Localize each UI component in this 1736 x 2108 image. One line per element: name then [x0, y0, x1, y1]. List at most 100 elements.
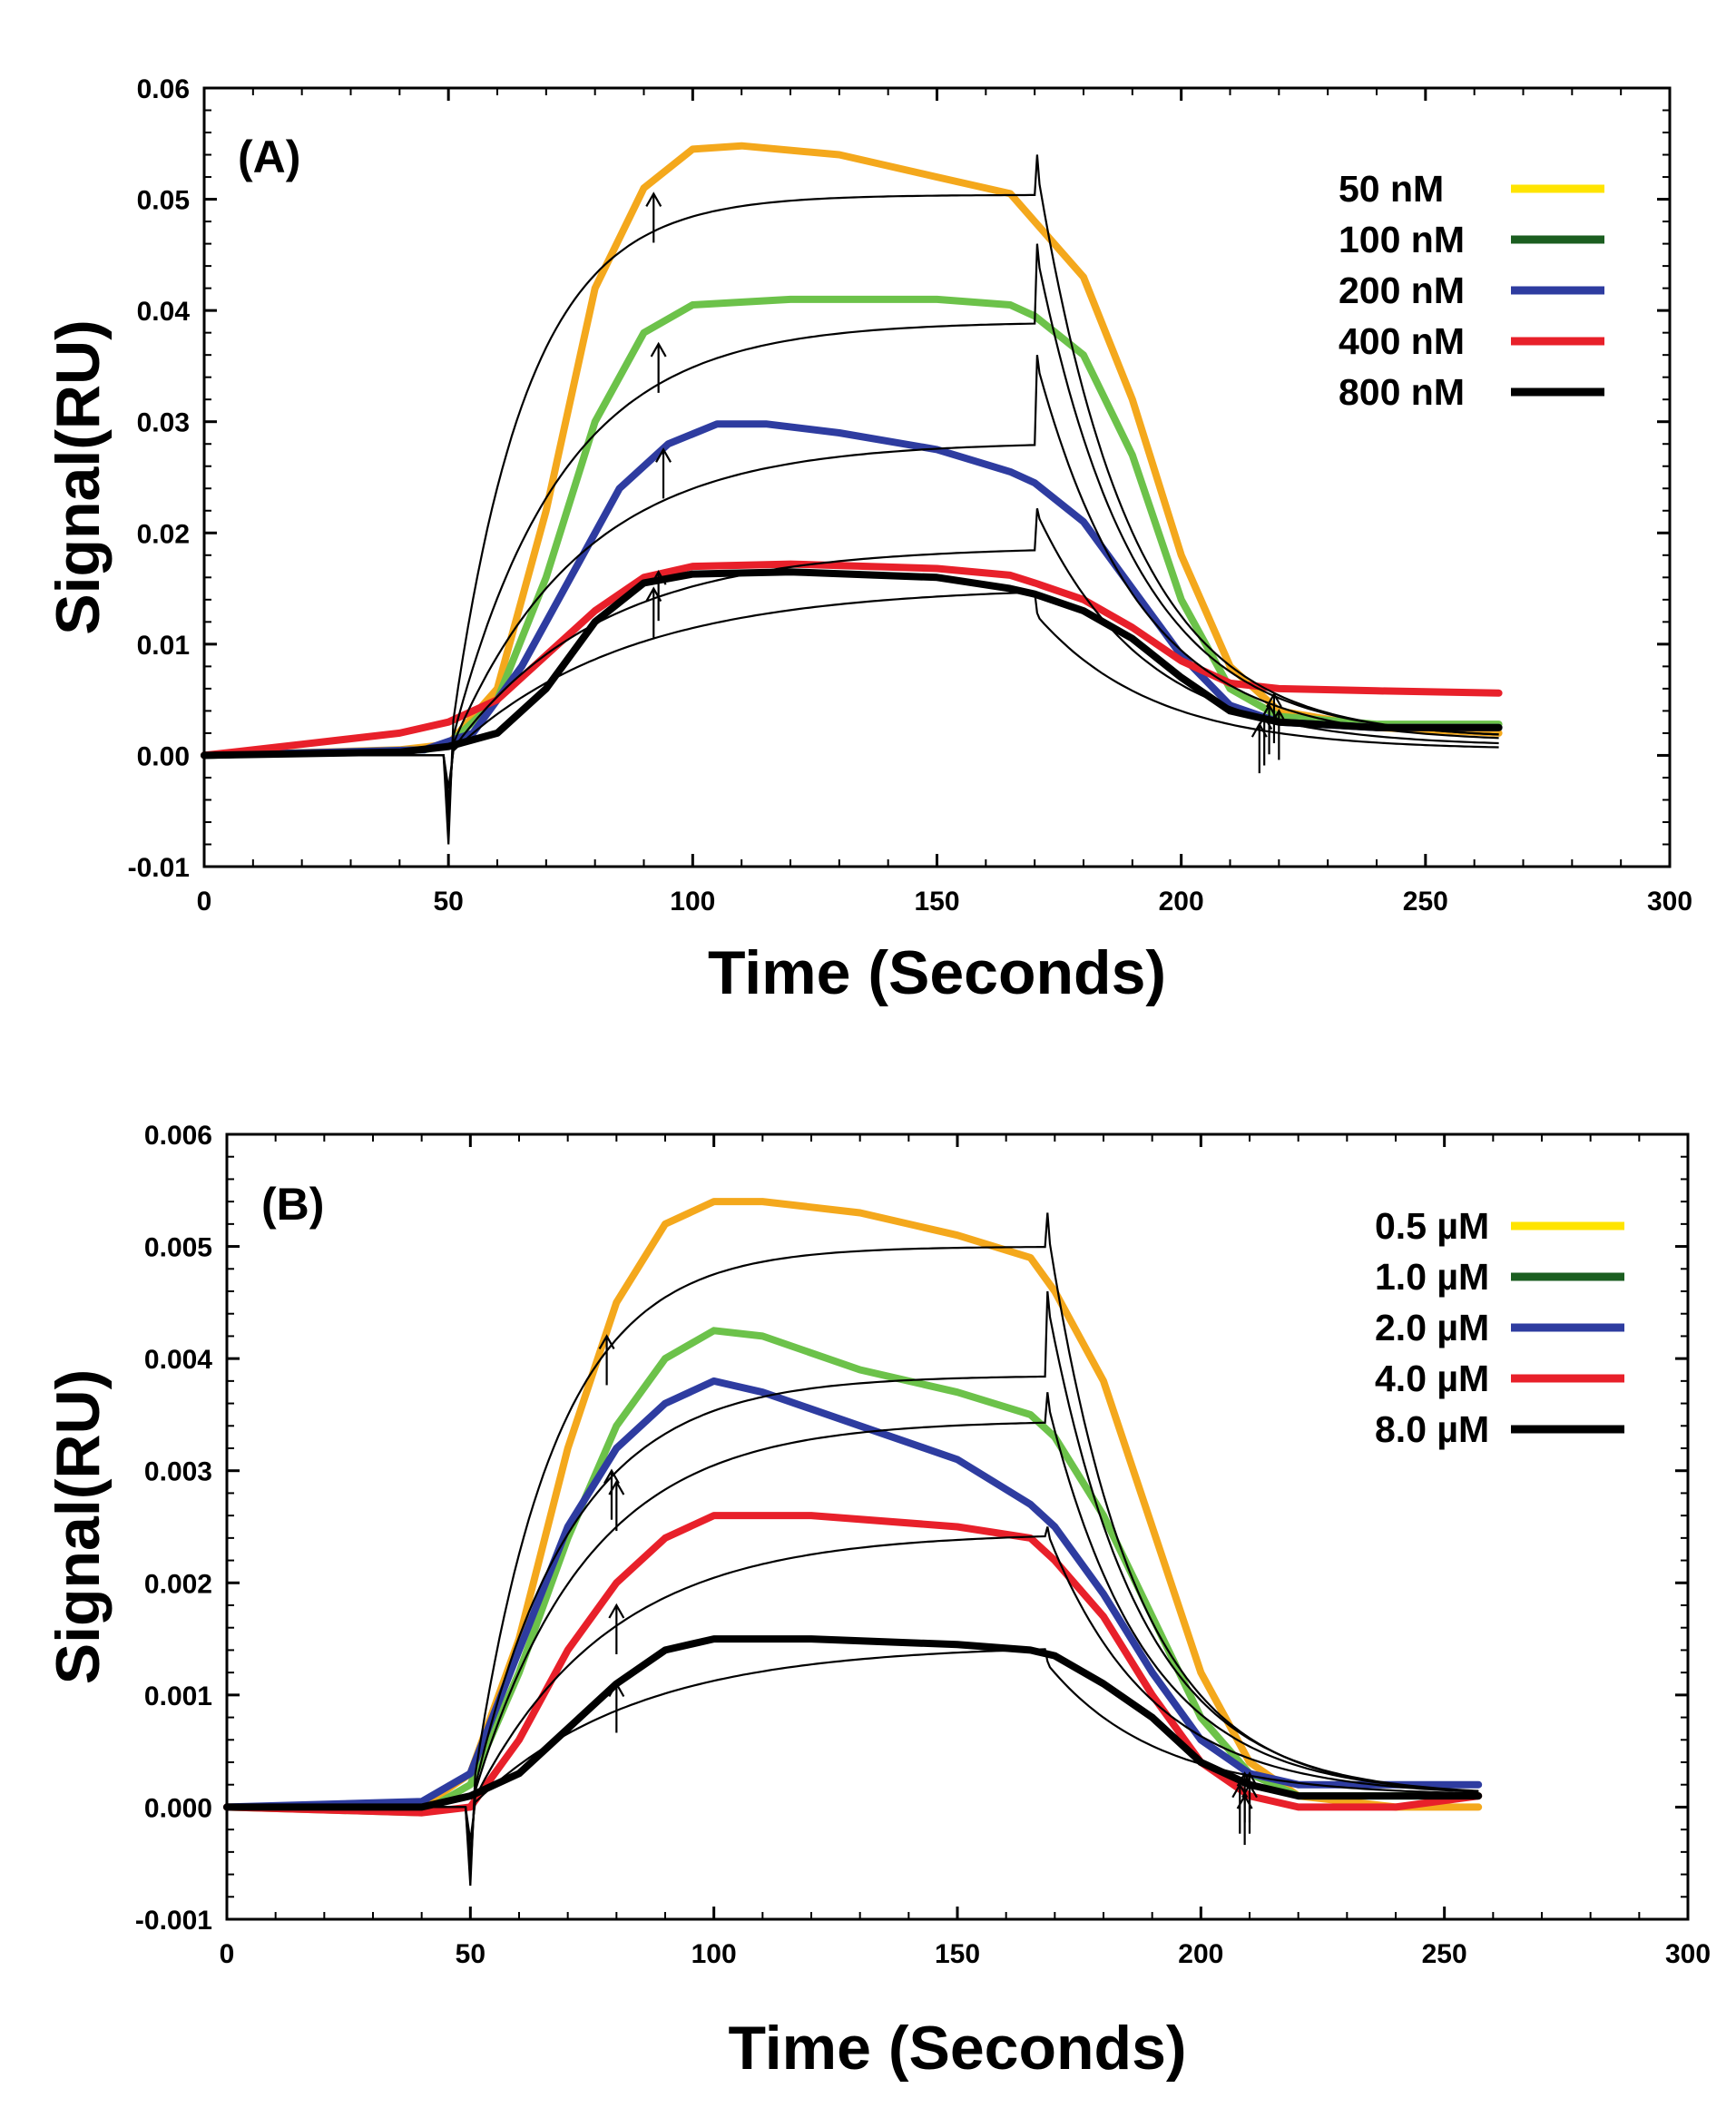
data-series-line [223, 1198, 1483, 1811]
legend-label: 100 nM [1339, 219, 1465, 260]
arrow-marker [603, 1468, 620, 1520]
y-tick-label: 0.01 [137, 631, 190, 661]
data-series-line [201, 420, 1503, 760]
x-axis-title: Time (Seconds) [708, 938, 1166, 1007]
data-series-layer [201, 142, 1503, 760]
model-fit-line [204, 508, 1499, 800]
arrow-marker [1236, 1793, 1253, 1846]
arrow-marker [645, 586, 662, 638]
y-tick-label: 0.000 [144, 1793, 212, 1823]
model-fit-line [204, 154, 1499, 845]
data-series-line [201, 142, 1503, 760]
model-fit-line [204, 243, 1499, 823]
legend-label: 8.0 µM [1375, 1408, 1489, 1450]
x-tick-label: 100 [691, 1939, 737, 1969]
legend-label: 50 nM [1339, 168, 1444, 210]
y-tick-label: 0.00 [137, 741, 190, 771]
legend-item: 2.0 µM [1375, 1307, 1624, 1348]
y-tick-label: 0.003 [144, 1457, 212, 1487]
arrow-head [650, 569, 667, 585]
legend-label: 400 nM [1339, 320, 1465, 362]
x-tick-label: 250 [1422, 1939, 1467, 1969]
y-tick-label: -0.001 [135, 1906, 212, 1936]
y-tick-label: 0.03 [137, 408, 190, 438]
y-axis-title: Signal(RU) [44, 1369, 113, 1685]
arrow-marker [608, 1479, 625, 1532]
x-tick-label: 200 [1159, 887, 1204, 917]
chart-panel-b: 0 50 100 150 200 250 300 -0.001 0.000 0.001 0.002 0… [44, 1121, 1711, 2083]
y-axis-title: Signal(RU) [44, 319, 113, 635]
data-series-line [201, 560, 1503, 760]
arrow-marker [608, 1603, 625, 1654]
legend-item: 800 nM [1339, 371, 1604, 413]
arrow-head [1265, 691, 1282, 708]
legend-label: 2.0 µM [1375, 1307, 1489, 1348]
x-tick-label: 150 [914, 887, 959, 917]
arrow-head [645, 586, 662, 603]
x-tick-label: 50 [456, 1939, 485, 1969]
arrow-marker [608, 1681, 625, 1733]
arrow-head [608, 1681, 625, 1698]
x-axis-title: Time (Seconds) [728, 2014, 1186, 2083]
x-tick-label: 250 [1403, 887, 1448, 917]
x-tick-label: 300 [1647, 887, 1692, 917]
arrow-marker [645, 191, 662, 243]
legend-label: 4.0 µM [1375, 1358, 1489, 1399]
model-fit-line [227, 1392, 1479, 1864]
model-fit-line [227, 1648, 1479, 1841]
arrow-marker [1241, 1782, 1258, 1834]
legend-item: 100 nM [1339, 219, 1604, 260]
arrow-head [608, 1479, 625, 1495]
arrow-head [650, 341, 667, 358]
legend-label: 1.0 µM [1375, 1256, 1489, 1298]
legend-item: 200 nM [1339, 270, 1604, 311]
data-series-line [223, 1377, 1483, 1811]
arrow-head [645, 191, 662, 207]
arrow-markers-layer [598, 1334, 1258, 1846]
legend-item: 8.0 µM [1375, 1408, 1624, 1450]
legend-label: 200 nM [1339, 270, 1465, 311]
arrow-head [608, 1603, 625, 1619]
arrow-marker [1270, 709, 1288, 760]
y-tick-label: 0.006 [144, 1121, 212, 1151]
arrow-head [1241, 1771, 1258, 1787]
fit-curves-layer [204, 154, 1499, 845]
model-fit-line [204, 355, 1499, 811]
axis-ticks: 0 50 100 150 200 250 300 -0.001 0.000 0.001 0.002 0… [135, 1121, 1711, 1969]
y-tick-label: 0.002 [144, 1569, 212, 1599]
legend-label: 0.5 µM [1375, 1205, 1489, 1247]
legend-item: 0.5 µM [1375, 1205, 1624, 1247]
x-tick-label: 150 [935, 1939, 980, 1969]
legend-item: 400 nM [1339, 320, 1604, 362]
y-tick-label: 0.004 [144, 1345, 212, 1375]
y-tick-label: -0.01 [128, 853, 190, 883]
panel-label: (B) [261, 1179, 324, 1230]
model-fit-line [227, 1526, 1479, 1853]
arrow-marker [655, 447, 672, 499]
legend-item: 4.0 µM [1375, 1358, 1624, 1399]
x-tick-label: 200 [1178, 1939, 1223, 1969]
arrow-marker [650, 341, 667, 393]
axis-ticks: 0 50 100 150 200 250 300 -0.01 0.00 0.01 0.02 0.03 0… [128, 74, 1692, 917]
y-tick-label: 0.05 [137, 186, 190, 216]
model-fit-line [227, 1290, 1479, 1875]
arrow-markers-layer [645, 191, 1288, 774]
arrow-head [598, 1334, 615, 1349]
x-tick-label: 0 [197, 887, 212, 917]
arrow-marker [1251, 721, 1268, 774]
y-tick-label: 0.001 [144, 1681, 212, 1711]
data-series-line [201, 568, 1503, 760]
arrow-head [603, 1468, 620, 1485]
arrow-head [1236, 1793, 1253, 1809]
arrow-head [655, 447, 672, 463]
legend: 50 nM 100 nM 200 nM 400 nM 800 nM [1339, 168, 1604, 413]
legend-item: 50 nM [1339, 168, 1604, 210]
arrow-marker [598, 1334, 615, 1386]
fit-curves-layer [227, 1212, 1479, 1886]
y-tick-label: 0.06 [137, 74, 190, 104]
arrow-head [1251, 721, 1268, 738]
x-tick-label: 0 [220, 1939, 235, 1969]
legend: 0.5 µM 1.0 µM 2.0 µM 4.0 µM 8.0 µM [1375, 1205, 1624, 1450]
